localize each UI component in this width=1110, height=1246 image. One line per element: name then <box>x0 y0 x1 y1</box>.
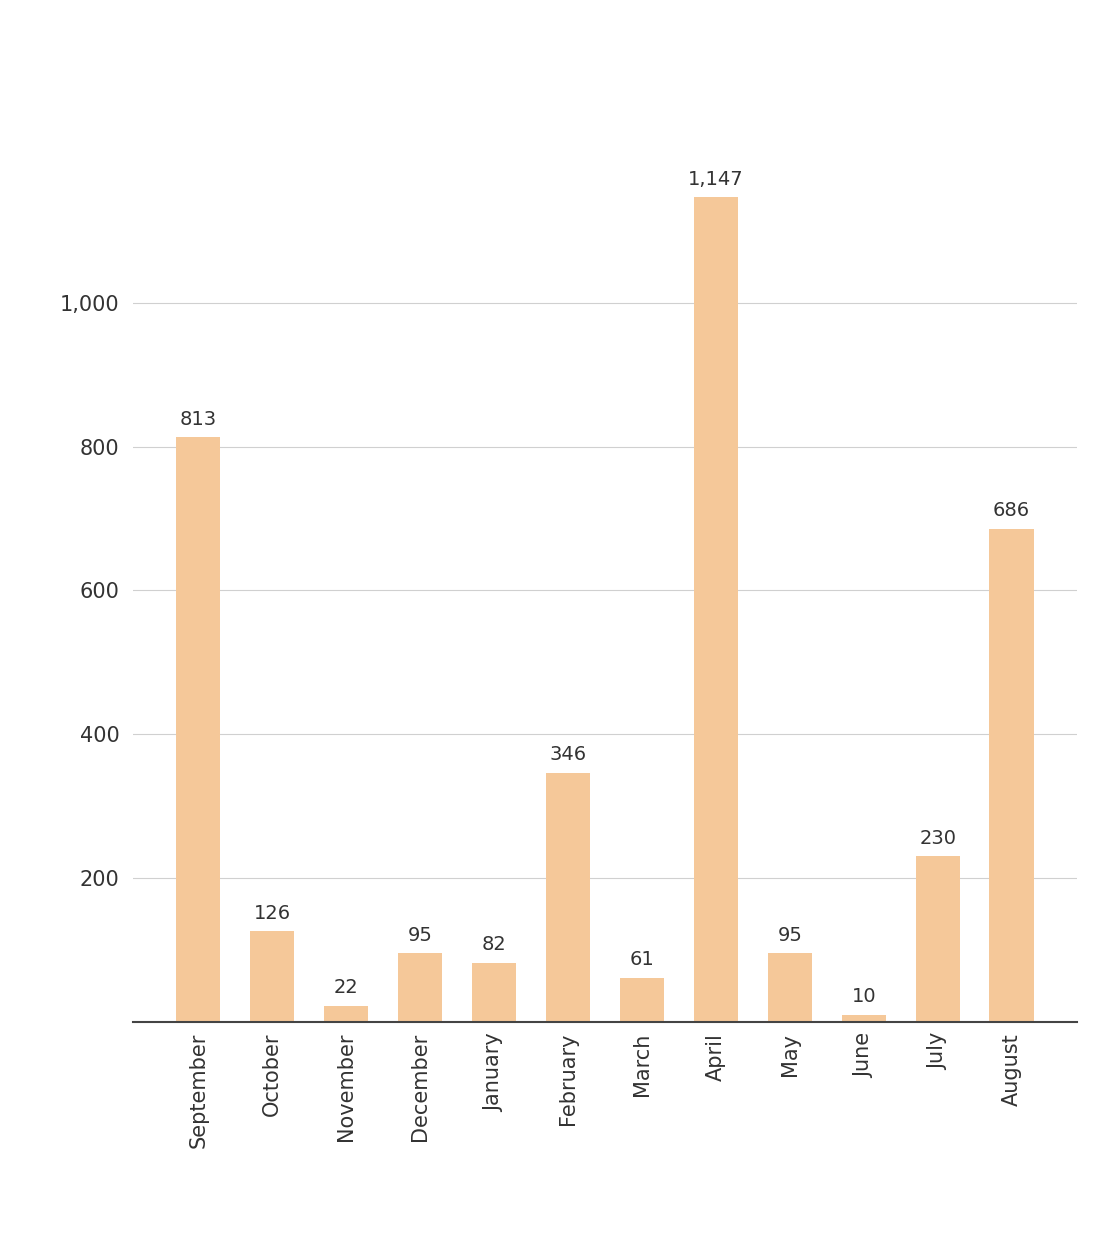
Bar <box>546 773 591 1022</box>
Text: 82: 82 <box>482 936 506 954</box>
Text: 1,147: 1,147 <box>688 169 744 188</box>
Text: 686: 686 <box>993 501 1030 520</box>
Bar <box>619 978 664 1022</box>
Bar <box>324 1006 369 1022</box>
Bar <box>472 963 516 1022</box>
Bar <box>397 953 442 1022</box>
Bar <box>916 856 960 1022</box>
Text: 95: 95 <box>407 926 433 944</box>
Bar <box>989 528 1033 1022</box>
Text: 813: 813 <box>180 410 216 429</box>
Bar <box>176 437 221 1022</box>
Text: 10: 10 <box>851 987 876 1006</box>
Bar <box>694 197 738 1022</box>
Text: 22: 22 <box>334 978 359 997</box>
Text: 61: 61 <box>629 951 654 969</box>
Bar <box>841 1014 886 1022</box>
Bar <box>768 953 813 1022</box>
Text: 346: 346 <box>549 745 586 764</box>
Text: 95: 95 <box>777 926 803 944</box>
Text: 126: 126 <box>254 903 291 922</box>
Text: 230: 230 <box>919 829 956 847</box>
Bar <box>250 931 294 1022</box>
